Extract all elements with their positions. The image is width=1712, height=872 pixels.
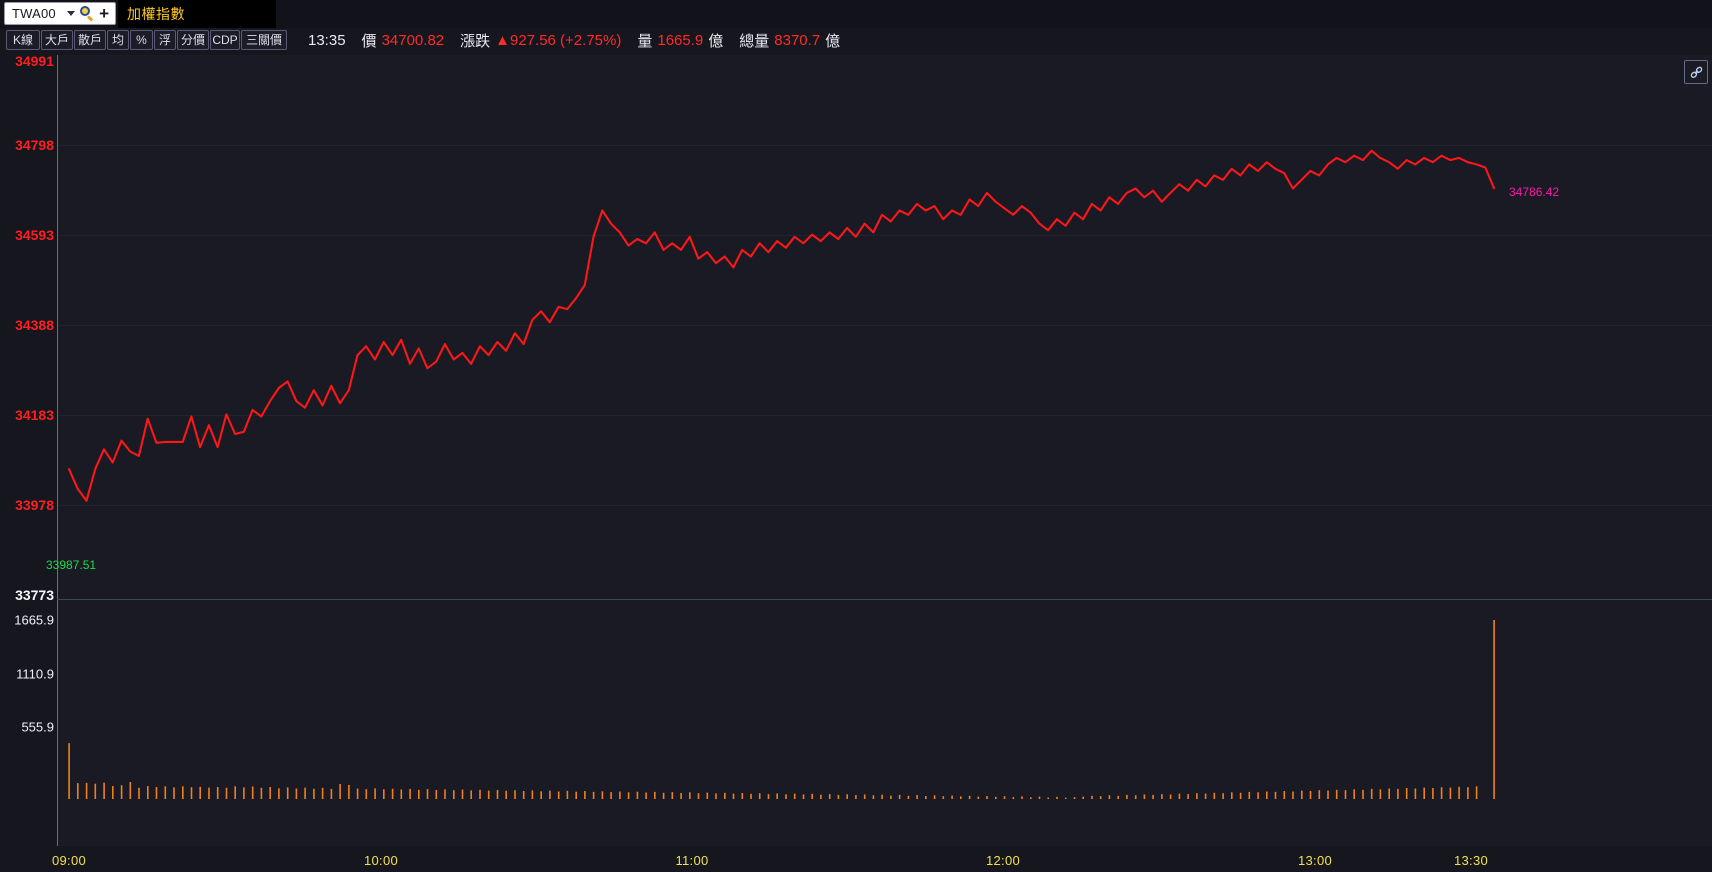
price-gridline (57, 325, 1712, 326)
toolbar-button-sanguan[interactable]: 三關價 (241, 30, 287, 50)
top-bar: TWA00 + 加權指數 (0, 0, 1712, 28)
symbol-input[interactable]: TWA00 (12, 6, 56, 21)
x-tick-1330: 13:30 (1453, 853, 1489, 868)
change-label: 漲跌 (460, 32, 491, 50)
total-label: 總量 (739, 32, 770, 50)
price-y-tick: 34991 (15, 53, 54, 69)
change-value: ▲927.56 (+2.75%) (495, 31, 622, 49)
price-baseline-tick: 33773 (15, 587, 54, 603)
toolbar-button-cdp[interactable]: CDP (210, 30, 240, 50)
price-gridline (57, 505, 1712, 506)
price-y-tick: 34183 (15, 407, 54, 423)
symbol-search-box[interactable]: TWA00 + (4, 2, 116, 25)
magnifier-icon[interactable] (80, 6, 95, 22)
toolbar-button-sanhu[interactable]: 散戶 (74, 30, 106, 50)
volume-y-axis-line (57, 601, 58, 846)
total-value: 8370.7 (774, 31, 821, 49)
x-tick-1100: 11:00 (675, 853, 709, 868)
instrument-title-panel: 加權指數 (118, 0, 276, 28)
time-axis: 09:00 10:00 11:00 12:00 13:00 13:30 (0, 846, 1712, 872)
toolbar-button-average[interactable]: 均 (107, 30, 129, 50)
pane-divider (57, 599, 1712, 600)
quote-info-bar: 13:35 價 34700.82 漲跌 ▲927.56 (+2.75%) 量 1… (308, 27, 845, 53)
volume-label: 量 (637, 32, 653, 50)
toolbar-button-float[interactable]: 浮 (154, 30, 176, 50)
price-chart-pane: 34991 34798 34593 34388 34183 33978 3478… (0, 53, 1712, 601)
volume-bar-series (68, 620, 1495, 799)
volume-y-tick: 1665.9 (14, 612, 54, 628)
link-glyph (1690, 66, 1702, 78)
plus-icon[interactable]: + (99, 3, 109, 23)
price-y-tick: 33978 (15, 497, 54, 513)
volume-plot-background (57, 601, 1712, 846)
session-low-annotation: 33987.51 (46, 558, 97, 572)
price-gridline (57, 235, 1712, 236)
page-title: 加權指數 (127, 6, 185, 22)
price-plot-background (57, 55, 1712, 601)
price-y-tick: 34593 (15, 227, 54, 243)
session-high-annotation: 34786.42 (1509, 185, 1560, 199)
x-tick-1000: 10:00 (363, 853, 399, 868)
volume-unit: 億 (708, 32, 724, 50)
volume-chart-pane: 33773 1665.9 1110.9 555.9 (0, 587, 1712, 846)
total-unit: 億 (825, 32, 841, 50)
link-icon[interactable] (1684, 60, 1708, 84)
x-tick-0900: 09:00 (51, 853, 87, 868)
quote-time: 13:35 (308, 31, 346, 49)
price-y-tick: 34388 (15, 317, 54, 333)
chevron-down-icon[interactable] (67, 11, 76, 16)
chart-toolbar: K線 大戶 散戶 均 % 浮 分價 CDP 三關價 (0, 28, 1712, 53)
volume-y-tick: 1110.9 (16, 666, 54, 682)
x-tick-1300: 13:00 (1297, 853, 1333, 868)
price-gridline (57, 415, 1712, 416)
toolbar-button-fenjia[interactable]: 分價 (177, 30, 209, 50)
toolbar-button-kline[interactable]: K線 (6, 30, 40, 50)
volume-value: 1665.9 (657, 31, 704, 49)
volume-y-tick: 555.9 (21, 719, 54, 735)
price-line-series (67, 149, 1496, 502)
price-label: 價 (361, 32, 377, 50)
toolbar-button-dahu[interactable]: 大戶 (41, 30, 73, 50)
toolbar-button-percent[interactable]: % (130, 30, 153, 50)
price-y-tick: 34798 (15, 137, 54, 153)
price-value: 34700.82 (381, 31, 445, 49)
price-gridline (57, 145, 1712, 146)
x-tick-1200: 12:00 (985, 853, 1021, 868)
price-y-axis-line (57, 55, 58, 601)
